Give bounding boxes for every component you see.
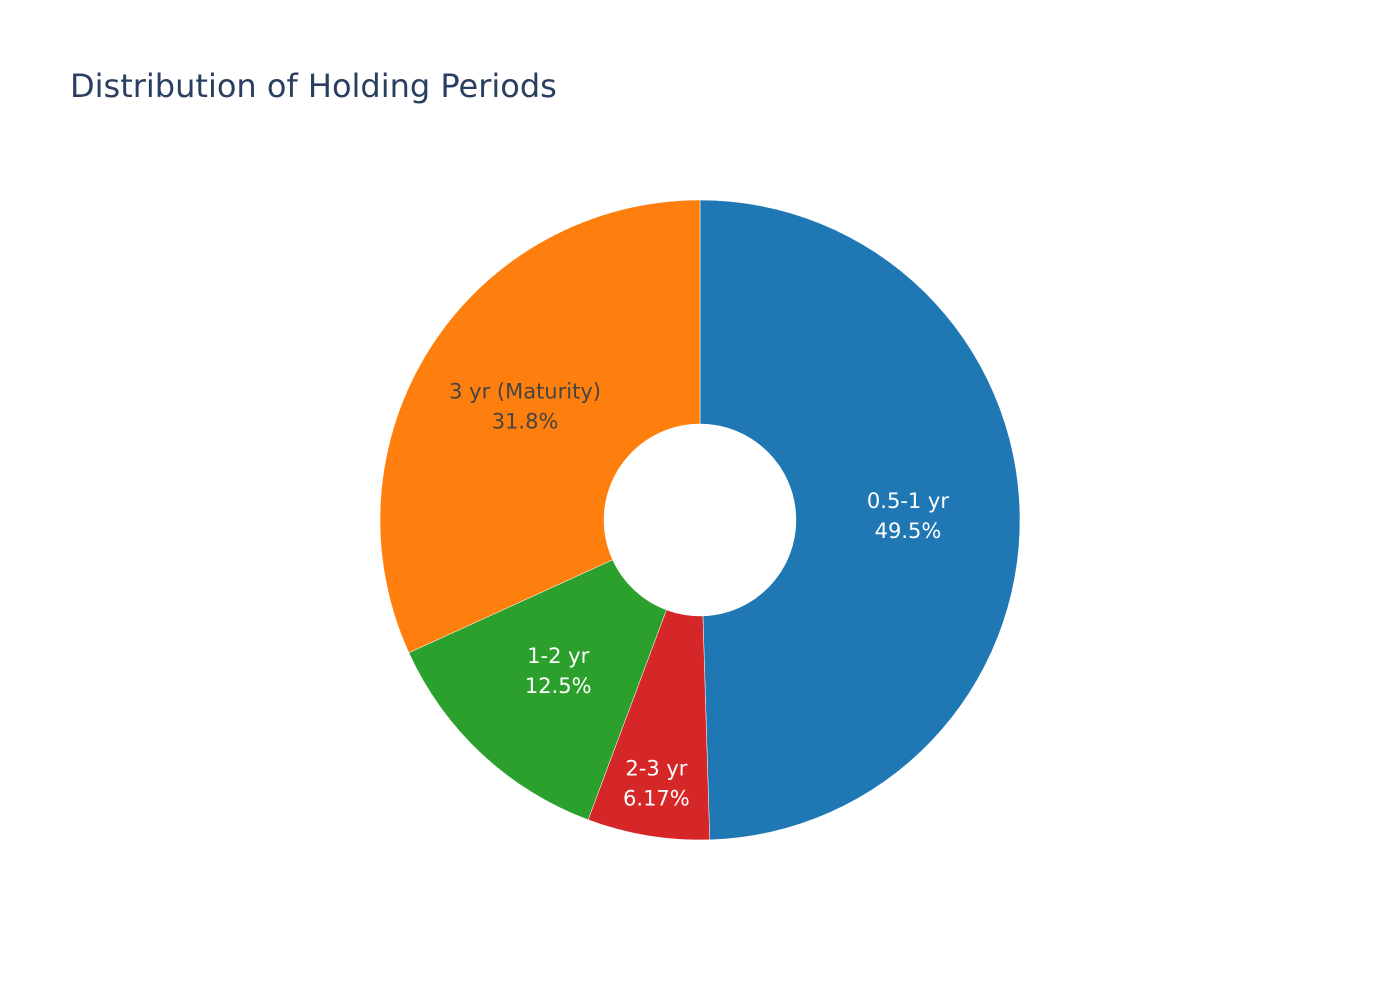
pie-slice: [699, 199, 1021, 841]
slice-label: 1-2 yr: [527, 644, 589, 668]
pie-slice: [379, 199, 701, 654]
slice-label: 3 yr (Maturity): [449, 379, 601, 403]
slice-label: 2-3 yr: [625, 756, 687, 780]
slice-value-label: 12.5%: [525, 674, 592, 698]
chart-title: Distribution of Holding Periods: [70, 67, 557, 105]
slice-value-label: 49.5%: [875, 519, 942, 543]
slice-label: 0.5-1 yr: [867, 489, 949, 513]
slice-value-label: 31.8%: [492, 409, 559, 433]
pie-slice: [408, 559, 667, 821]
slice-value-label: 6.17%: [623, 786, 690, 810]
